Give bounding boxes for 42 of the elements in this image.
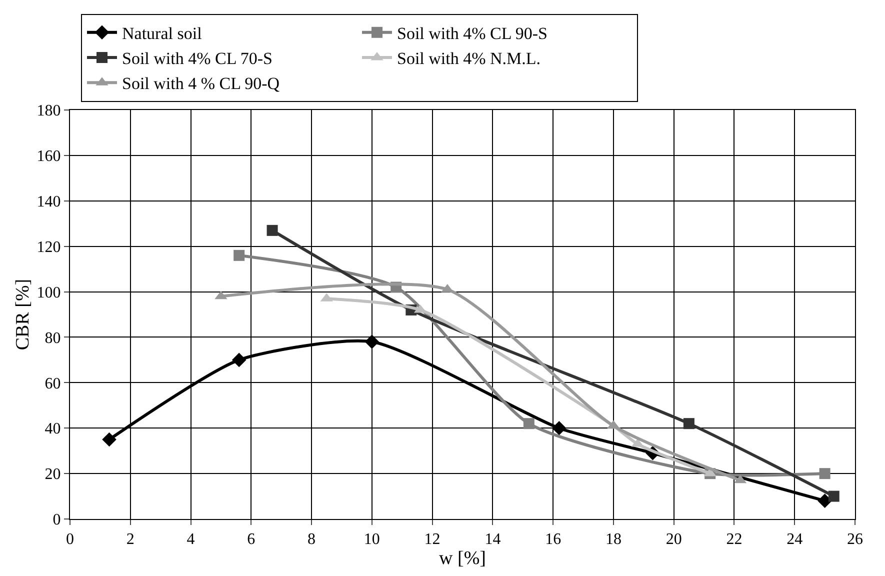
y-axis-title: CBR [%] xyxy=(12,278,34,350)
x-tick-label: 4 xyxy=(186,531,195,548)
legend-label: Soil with 4% CL 90-S xyxy=(397,24,548,43)
x-tick-label: 16 xyxy=(545,531,562,548)
point xyxy=(828,490,840,502)
legend-label: Soil with 4% CL 70-S xyxy=(122,49,272,68)
legend-label: Soil with 4 % CL 90-Q xyxy=(122,74,280,94)
point xyxy=(819,468,830,480)
x-tick-label: 26 xyxy=(847,531,863,548)
point xyxy=(266,224,278,236)
point xyxy=(364,334,380,349)
x-tick-label: 20 xyxy=(666,531,682,548)
x-tick-label: 12 xyxy=(424,531,440,548)
y-tick-label: 80 xyxy=(44,330,61,347)
x-tick-label: 2 xyxy=(126,531,134,548)
point xyxy=(102,432,116,447)
y-tick-label: 20 xyxy=(44,466,61,484)
x-tick-label: 8 xyxy=(308,531,316,548)
y-tick-label: 100 xyxy=(36,284,61,302)
legend-label: Natural soil xyxy=(122,24,202,43)
y-tick-label: 180 xyxy=(36,102,61,120)
y-tick-label: 140 xyxy=(36,193,61,210)
x-tick-label: 10 xyxy=(364,531,380,548)
point xyxy=(552,420,566,436)
x-tick-label: 22 xyxy=(726,531,742,548)
x-tick-label: 6 xyxy=(247,531,256,548)
y-tick-label: 0 xyxy=(52,512,61,529)
y-tick-label: 120 xyxy=(36,238,61,256)
x-tick-label: 0 xyxy=(66,531,74,548)
x-axis-title: w [%] xyxy=(439,548,486,570)
legend-label: Soil with 4% N.M.L. xyxy=(397,49,541,68)
point xyxy=(683,418,694,430)
point xyxy=(232,352,246,368)
y-tick-label: 160 xyxy=(36,148,61,166)
y-tick-label: 40 xyxy=(44,420,61,438)
point xyxy=(234,250,245,261)
x-tick-label: 18 xyxy=(605,531,622,548)
x-tick-label: 14 xyxy=(484,531,501,548)
point xyxy=(818,494,832,508)
y-tick-label: 60 xyxy=(44,375,61,392)
x-tick-label: 24 xyxy=(786,531,803,548)
point xyxy=(523,418,534,430)
